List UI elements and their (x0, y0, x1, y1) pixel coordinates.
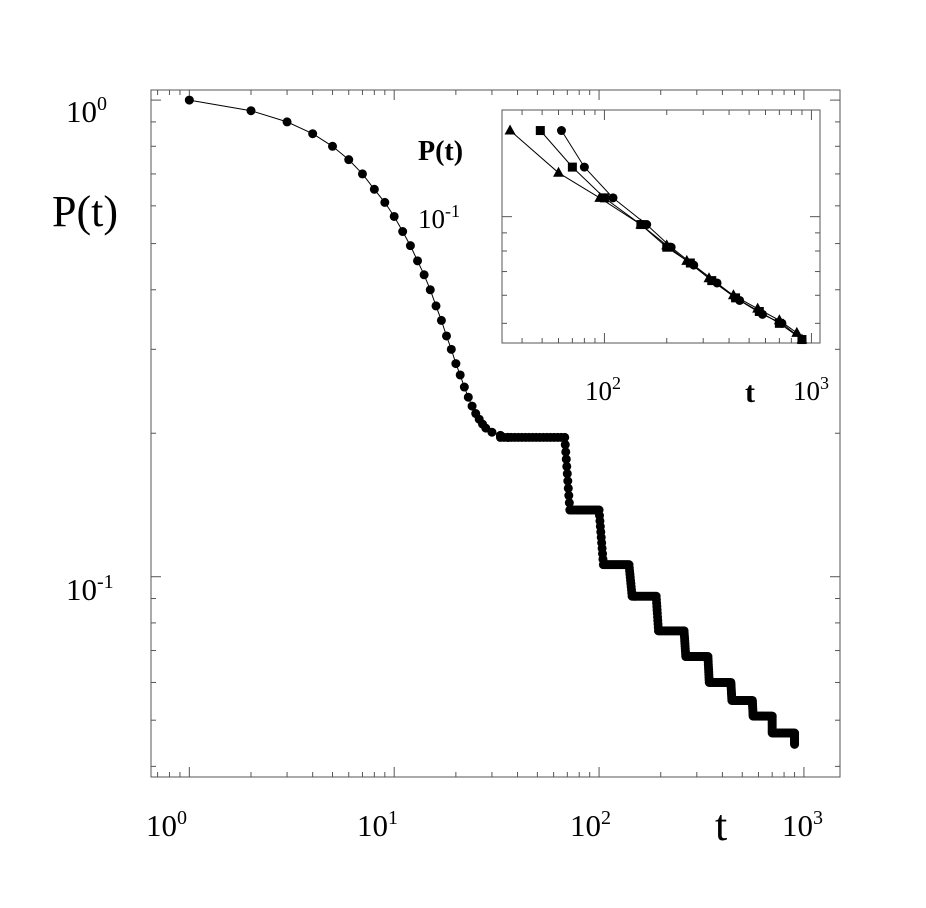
data-point (757, 309, 767, 319)
data-point (797, 335, 807, 345)
main-xtick-label: 101 (357, 807, 398, 843)
data-point (467, 401, 477, 411)
data-point (642, 220, 652, 230)
data-point (380, 197, 390, 207)
data-point (487, 427, 497, 437)
data-point-square (707, 276, 717, 286)
data-point (398, 227, 408, 237)
data-point (564, 498, 574, 508)
main-xtick-label: 103 (782, 807, 823, 843)
data-point (712, 278, 722, 288)
main-ytick-label: 10-1 (66, 571, 114, 607)
inset-series (504, 124, 808, 345)
data-point (344, 155, 354, 165)
data-point (246, 106, 256, 116)
data-point (561, 454, 571, 464)
data-point-square (599, 193, 609, 203)
data-point-triangle (553, 166, 565, 177)
inset-xtick-label: 102 (585, 373, 621, 406)
data-point-triangle (504, 124, 516, 135)
data-point (441, 331, 451, 341)
data-point (369, 184, 379, 194)
data-point (735, 295, 745, 305)
main-xlabel: t (715, 801, 727, 850)
data-point (563, 483, 573, 493)
data-point (436, 315, 446, 325)
main-ylabel: P(t) (52, 187, 118, 236)
data-point (405, 241, 415, 251)
data-point (689, 260, 699, 270)
data-point (579, 162, 589, 172)
data-point (328, 141, 338, 151)
data-point (463, 392, 473, 402)
data-point (308, 129, 318, 139)
data-point (562, 461, 572, 471)
main-xtick-label: 100 (146, 807, 187, 843)
data-point (451, 359, 461, 369)
inset-ytick-label: 10-1 (418, 201, 460, 234)
data-point (560, 440, 570, 450)
data-point (459, 382, 469, 392)
data-point (419, 270, 429, 280)
main-xtick-label: 102 (570, 807, 611, 843)
data-point (562, 469, 572, 479)
main-ytick-label: 100 (66, 93, 107, 129)
data-point-square (567, 162, 577, 172)
data-point (389, 211, 399, 221)
data-point (666, 242, 676, 252)
data-point (357, 169, 367, 179)
data-point (556, 126, 566, 136)
main-series (184, 95, 800, 749)
data-point (446, 344, 456, 354)
data-point (561, 447, 571, 457)
data-point (608, 193, 618, 203)
data-point (431, 301, 441, 311)
data-point (425, 285, 435, 295)
inset-xlabel: t (745, 376, 755, 409)
data-point (563, 476, 573, 486)
inset-xtick-label: 103 (793, 373, 829, 406)
data-point (790, 739, 800, 749)
data-point-square (636, 220, 646, 230)
data-point (413, 256, 423, 266)
inset-ylabel: P(t) (418, 136, 463, 167)
inset-plot-frame (501, 109, 821, 344)
main-axis-ticks (151, 90, 840, 777)
data-point-square (535, 126, 545, 136)
data-point (282, 117, 292, 127)
data-point (560, 432, 570, 442)
data-point (564, 491, 574, 501)
data-point (184, 95, 194, 105)
data-point (455, 370, 465, 380)
data-point (777, 318, 787, 328)
